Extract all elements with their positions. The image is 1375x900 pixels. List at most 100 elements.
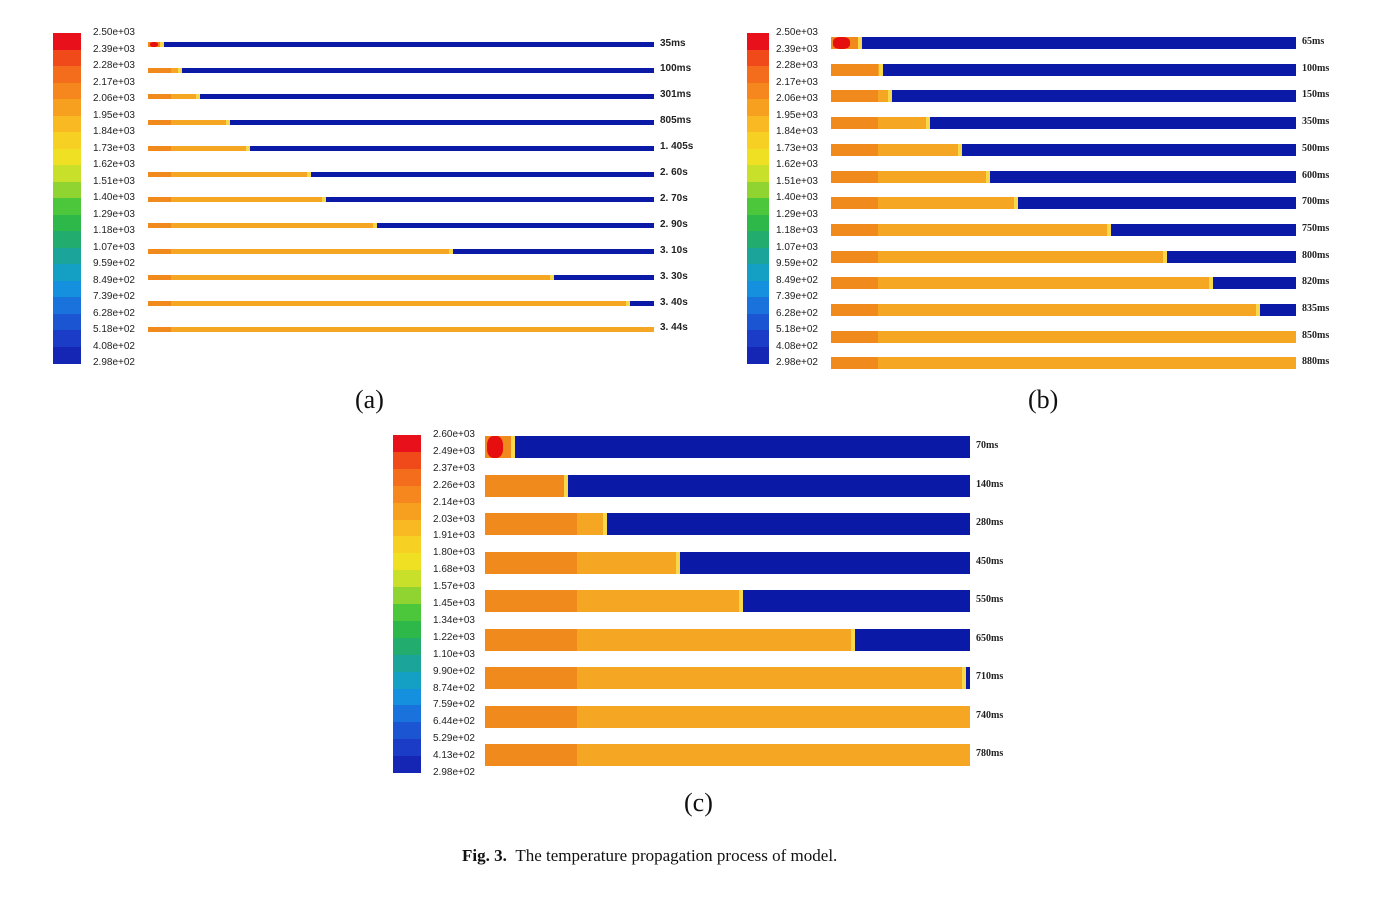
time-label: 835ms [1302,303,1330,314]
colorbar-segment [393,519,421,537]
colorbar-tick-label: 8.49e+02 [93,274,135,286]
colorbar-tick-label: 8.74e+02 [433,682,475,694]
colorbar-segment [747,66,769,83]
time-label: 3. 30s [660,270,688,282]
temperature-strip [831,197,1296,210]
colorbar-tick-label: 1.34e+03 [433,614,475,626]
burned-region [148,326,654,332]
ignition-zone [148,223,171,229]
temperature-strip [148,171,654,177]
colorbar-segment [393,705,421,723]
panel-b: 2.50e+03 2.39e+03 2.28e+03 2.17e+03 2.06e+03… [0,0,1375,420]
colorbar-segment [53,313,81,331]
colorbar-segment [53,115,81,133]
time-label: 450ms [976,555,1004,567]
colorbar-tick-label: 6.44e+02 [433,716,475,728]
colorbar-tick-label: 2.98e+02 [93,357,135,368]
colorbar-segment [53,346,81,364]
colorbar-tick-label: 1.84e+03 [93,126,135,137]
temperature-strip [148,275,654,281]
temperature-strip [485,705,970,728]
time-label: 700ms [1302,196,1330,208]
flame-front [986,170,991,183]
temperature-strip [831,250,1296,263]
time-label: 650ms [976,632,1004,644]
colorbar-segment [53,165,81,182]
flame-front [177,67,182,73]
colorbar-segment [747,247,769,265]
colorbar-tick-label: 2.50e+03 [776,27,818,38]
colorbar-tick-label: 1.95e+03 [776,109,818,121]
time-label: 301ms [660,89,692,101]
ignition-zone [148,249,171,255]
colorbar-tick-label: 8.49e+02 [776,274,818,286]
colorbar-segment [393,620,421,639]
panel-label-b: (b) [1028,385,1059,414]
colorbar-tick-label: 2.28e+03 [93,60,135,71]
colorbar-tick-label: 2.03e+03 [433,513,475,525]
temperature-strip [148,326,654,332]
temperature-strip [831,143,1296,156]
caption-text: The temperature propagation process of m… [515,846,838,865]
colorbar-segment [393,435,421,453]
colorbar-tick-label: 1.84e+03 [776,126,818,137]
time-label: 2. 70s [660,192,688,204]
ignition-zone [831,357,878,370]
temperature-strip [485,474,970,497]
burned-region [148,93,199,99]
burned-region [831,277,1213,290]
colorbar-tick-label: 2.37e+03 [433,462,475,474]
burned-region [148,145,250,151]
colorbar-segment [53,214,81,232]
ignition-zone [148,275,171,281]
time-label: 550ms [976,594,1004,605]
colorbar-segment [747,297,769,314]
time-label: 100ms [660,63,692,75]
colorbar-tick-label: 1.91e+03 [433,530,475,542]
colorbar-segment [747,264,769,281]
colorbar-tick-label: 1.73e+03 [93,142,135,154]
colorbar-segment [53,82,81,100]
ignition-zone [485,705,578,728]
colorbar-segment [393,671,421,689]
colorbar-tick-label: 1.18e+03 [93,225,135,236]
flame-front [160,42,165,47]
time-label: 850ms [1302,329,1330,341]
hot-core [833,37,850,49]
colorbar-segment [747,99,769,116]
colorbar-tick-label: 5.18e+02 [93,324,135,335]
colorbar-tick-label: 6.28e+02 [93,307,135,319]
flame-front [1209,277,1214,290]
time-label: 70ms [976,440,999,451]
colorbar-tick-label: 5.18e+02 [776,324,818,335]
colorbar-segment [747,165,769,182]
colorbar-tick-label: 2.50e+03 [93,27,135,38]
ignition-zone [831,170,878,183]
temperature-strip [485,551,970,574]
colorbar-segment [393,451,421,470]
colorbar-tick-label: 5.29e+02 [433,733,475,745]
colorbar-b [747,33,769,364]
colorbar-tick-label: 1.29e+03 [776,208,818,220]
colorbar-segment [747,132,769,149]
ignition-zone [148,301,171,306]
temperature-strip [831,357,1296,370]
flame-front [850,628,855,651]
temperature-strip [831,117,1296,130]
colorbar-segment [393,553,421,571]
colorbar-segment [53,247,81,265]
time-label: 805ms [660,115,692,127]
colorbar-segment [53,181,81,199]
panel-a: 2.50e+03 2.39e+03 2.28e+03 2.17e+03 2.06e+03… [0,0,700,420]
colorbar-segment [393,739,421,757]
burned-region [831,330,1296,343]
flame-front [1107,223,1111,236]
colorbar-segment [53,148,81,166]
flame-front [676,551,680,574]
time-label: 350ms [1302,116,1330,128]
colorbar-tick-label: 2.14e+03 [433,496,475,508]
burned-region [831,223,1110,236]
time-label: 140ms [976,478,1004,490]
flame-front [962,667,967,689]
burned-region [148,301,629,306]
